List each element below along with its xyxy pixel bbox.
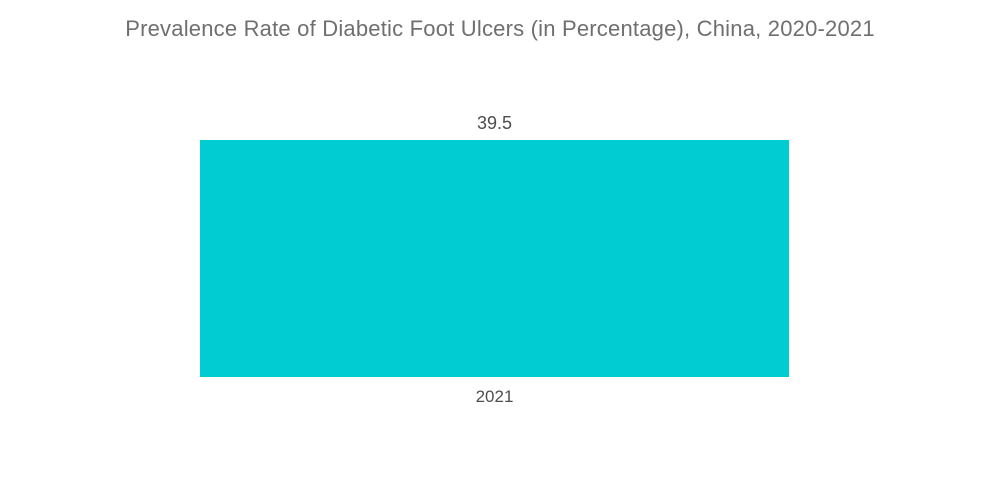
bar-2021 — [200, 140, 789, 377]
bar-value-label: 39.5 — [476, 113, 513, 133]
plot-area: 39.5 2021 — [200, 112, 789, 408]
chart-title: Prevalence Rate of Diabetic Foot Ulcers … — [125, 16, 875, 41]
bar-category-label: 2021 — [475, 387, 514, 406]
